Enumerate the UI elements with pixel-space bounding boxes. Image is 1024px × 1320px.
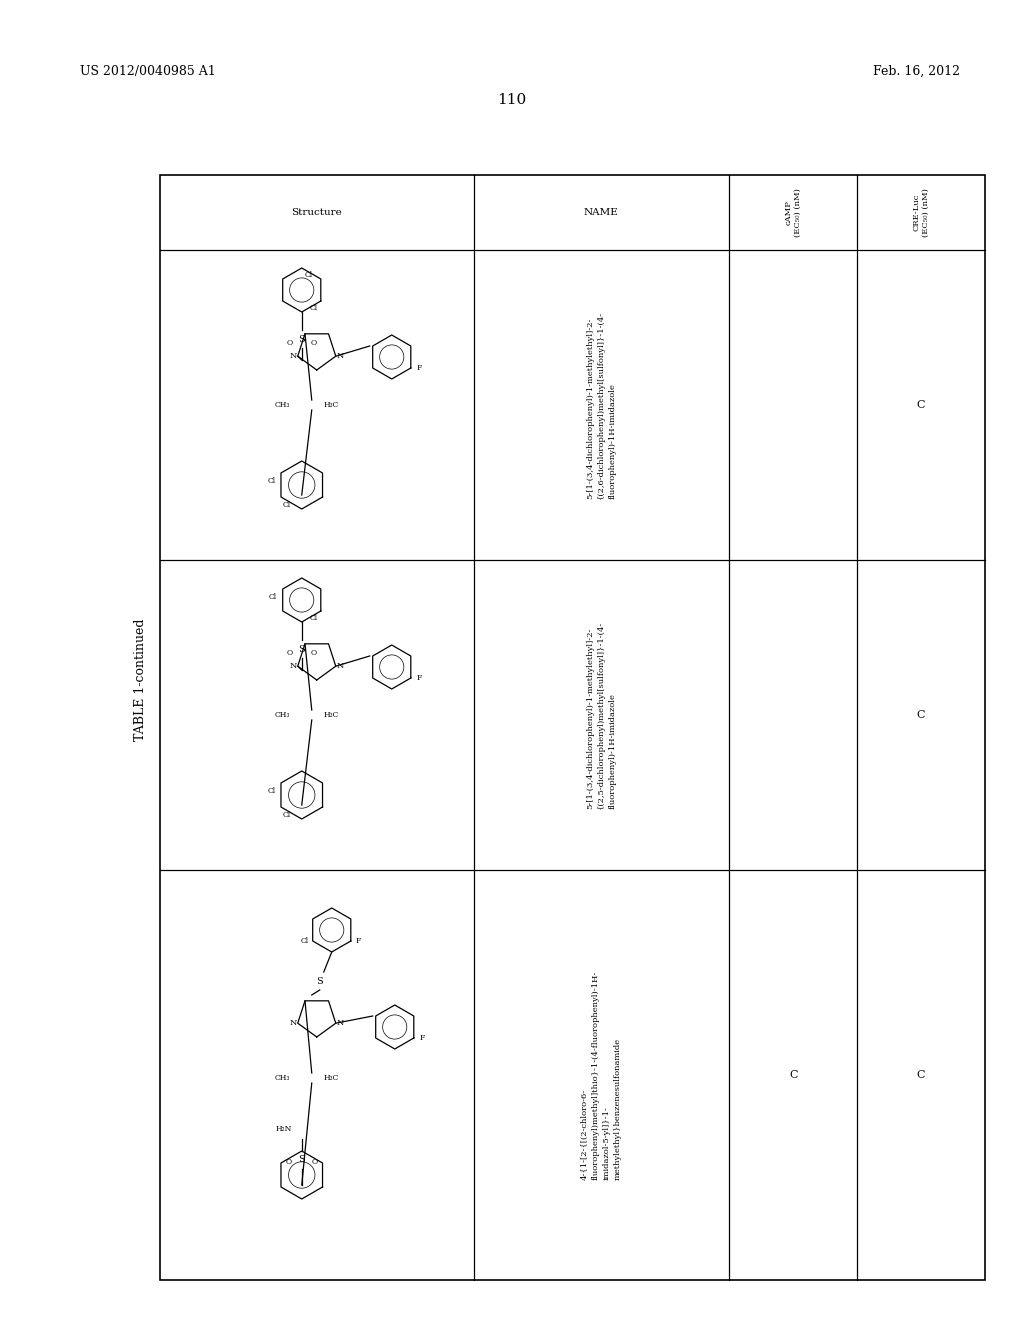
Text: F: F xyxy=(355,937,361,945)
Text: O: O xyxy=(286,1158,292,1166)
Text: C: C xyxy=(916,1071,926,1080)
Text: N: N xyxy=(336,1019,343,1027)
Text: Cl: Cl xyxy=(268,593,276,601)
Text: O: O xyxy=(287,649,293,657)
Text: Feb. 16, 2012: Feb. 16, 2012 xyxy=(873,65,961,78)
Text: 5-[1-(3,4-dichlorophenyl)-1-methylethyl]-2-
{(2,6-dichlorophenyl)methyl[sulfonyl: 5-[1-(3,4-dichlorophenyl)-1-methylethyl]… xyxy=(587,312,616,499)
Text: F: F xyxy=(417,364,422,372)
Text: C: C xyxy=(788,1071,798,1080)
Text: N: N xyxy=(290,352,297,360)
Text: NAME: NAME xyxy=(584,209,618,216)
Text: O: O xyxy=(311,1158,317,1166)
Bar xyxy=(160,176,985,1280)
Text: TABLE 1-continued: TABLE 1-continued xyxy=(133,619,146,742)
Text: Cl: Cl xyxy=(301,937,308,945)
Text: O: O xyxy=(310,649,316,657)
Text: N: N xyxy=(290,663,297,671)
Text: 110: 110 xyxy=(498,92,526,107)
Text: H₃C: H₃C xyxy=(324,401,339,409)
Text: Cl: Cl xyxy=(309,304,317,312)
Text: CH₃: CH₃ xyxy=(274,401,290,409)
Text: Cl: Cl xyxy=(309,614,317,622)
Text: S: S xyxy=(298,335,305,345)
Text: CRE-Luc
(EC₅₀) (nM): CRE-Luc (EC₅₀) (nM) xyxy=(912,187,930,236)
Text: N: N xyxy=(290,1019,297,1027)
Text: O: O xyxy=(310,339,316,347)
Text: O: O xyxy=(287,339,293,347)
Text: S: S xyxy=(316,978,324,986)
Text: S: S xyxy=(298,645,305,655)
Text: Cl: Cl xyxy=(268,787,275,795)
Text: Cl: Cl xyxy=(305,271,312,279)
Text: N: N xyxy=(336,663,343,671)
Text: Structure: Structure xyxy=(292,209,342,216)
Text: US 2012/0040985 A1: US 2012/0040985 A1 xyxy=(80,65,216,78)
Text: H₃C: H₃C xyxy=(324,711,339,719)
Text: CH₃: CH₃ xyxy=(274,711,290,719)
Text: Cl: Cl xyxy=(283,502,291,510)
Text: Cl: Cl xyxy=(283,810,291,818)
Text: N: N xyxy=(336,352,343,360)
Text: H₃C: H₃C xyxy=(324,1074,339,1082)
Text: F: F xyxy=(420,1034,425,1041)
Text: Cl: Cl xyxy=(268,477,275,484)
Text: H₂N: H₂N xyxy=(275,1125,292,1133)
Text: 4-{1-[2-{[(2-chloro-6-
fluorophenyl)methyl]thio}-1-(4-fluorophenyl)-1H-
imidazol: 4-{1-[2-{[(2-chloro-6- fluorophenyl)meth… xyxy=(581,970,622,1180)
Text: C: C xyxy=(916,400,926,411)
Text: cAMP
(EC₅₀) (nM): cAMP (EC₅₀) (nM) xyxy=(784,187,802,236)
Text: 5-[1-(3,4-dichlorophenyl)-1-methylethyl]-2-
{(2,5-dichlorophenyl)methyl[sulfonyl: 5-[1-(3,4-dichlorophenyl)-1-methylethyl]… xyxy=(587,620,616,809)
Text: S: S xyxy=(298,1155,305,1163)
Text: C: C xyxy=(916,710,926,719)
Text: F: F xyxy=(417,675,422,682)
Text: CH₃: CH₃ xyxy=(274,1074,290,1082)
